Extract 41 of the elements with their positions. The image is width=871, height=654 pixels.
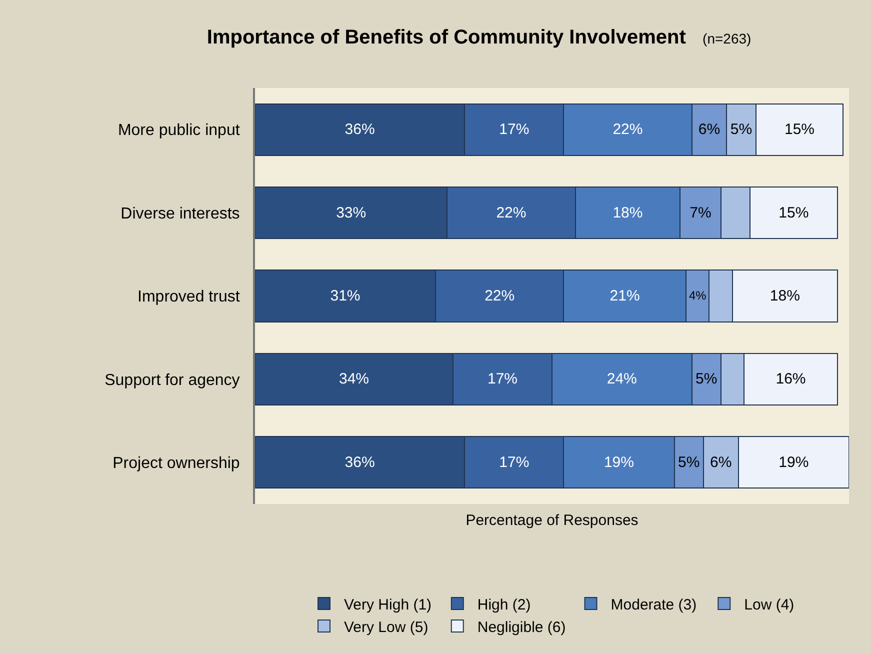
data-label: 17% (499, 454, 530, 471)
chart-title: Importance of Benefits of Community Involvement (206, 26, 686, 48)
legend-label: Moderate (3) (610, 596, 697, 614)
legend-label: Very Low (5) (344, 618, 428, 636)
data-label: 7% (690, 204, 712, 222)
data-label: 19% (604, 454, 634, 471)
data-label: 5% (695, 370, 718, 388)
data-label: 34% (338, 370, 370, 388)
data-label: 6% (710, 454, 732, 471)
y-tick-label: Diverse interests (120, 205, 240, 222)
data-label: 22% (496, 204, 526, 222)
data-label: 6% (698, 121, 720, 138)
data-label: 18% (770, 288, 800, 304)
data-label: 31% (330, 288, 360, 304)
data-label: 24% (606, 370, 637, 388)
data-label: 22% (484, 288, 515, 304)
data-label: 5% (678, 454, 700, 471)
data-label: 16% (776, 370, 806, 388)
data-label: 21% (610, 288, 640, 304)
y-tick-label: Support for agency (104, 372, 240, 389)
data-label: 15% (778, 204, 809, 222)
legend-label: High (2) (477, 596, 531, 614)
legend-label: Low (4) (744, 596, 794, 614)
y-tick-label: Project ownership (112, 455, 240, 472)
data-label: 17% (499, 121, 530, 138)
data-label: 33% (336, 204, 366, 222)
data-label: 36% (344, 121, 375, 138)
y-tick-label: Improved trust (138, 288, 240, 306)
data-label: 18% (612, 204, 643, 222)
data-label: 15% (784, 121, 815, 138)
x-axis-title: Percentage of Responses (466, 512, 638, 529)
legend-label: Very High (1) (344, 596, 432, 614)
data-label: 22% (612, 121, 643, 138)
y-tick-label: More public input (118, 122, 240, 140)
chart-subtitle: (n=263) (702, 30, 752, 46)
data-label: 19% (778, 454, 809, 471)
data-label: 4% (688, 288, 707, 303)
data-label: 17% (487, 370, 518, 388)
data-label: 36% (344, 454, 375, 471)
legend-label: Negligible (6) (477, 618, 566, 636)
data-label: 5% (730, 121, 752, 138)
